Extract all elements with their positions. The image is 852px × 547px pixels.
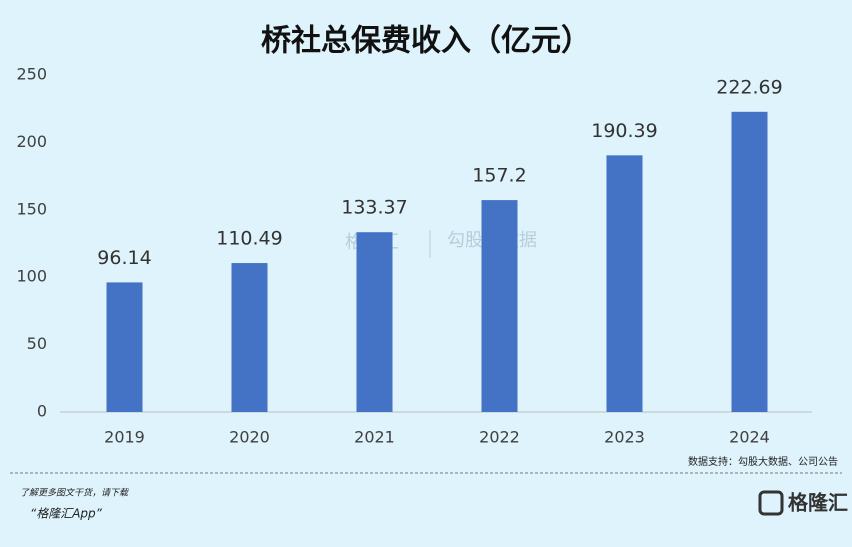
y-tick-label: 50	[27, 334, 47, 353]
bar	[231, 263, 268, 412]
y-tick-label: 100	[16, 267, 47, 286]
value-label: 110.49	[216, 228, 282, 250]
x-tick-label: 2020	[229, 428, 270, 447]
logo-icon	[758, 490, 784, 516]
x-tick-label: 2023	[604, 428, 645, 447]
y-tick-label: 150	[16, 199, 47, 218]
value-label: 222.69	[716, 76, 782, 98]
chart-title: 桥社总保费收入（亿元）	[261, 24, 591, 59]
value-label: 133.37	[341, 197, 407, 219]
bar	[106, 282, 143, 412]
footer-app: “格隆汇App”	[30, 507, 103, 521]
x-tick-label: 2022	[479, 428, 520, 447]
footer-logo: 格隆汇	[788, 491, 848, 515]
y-tick-label: 0	[37, 402, 47, 421]
y-tick-label: 250	[16, 65, 47, 84]
bar	[356, 232, 393, 412]
value-label: 157.2	[472, 165, 526, 187]
value-label: 190.39	[591, 120, 657, 142]
bar	[481, 200, 518, 412]
x-tick-label: 2021	[354, 428, 395, 447]
bar	[731, 111, 768, 413]
x-tick-label: 2019	[104, 428, 145, 447]
x-tick-label: 2024	[729, 428, 770, 447]
value-label: 96.14	[97, 247, 151, 269]
footer-promo: 了解更多图文干货，请下载	[20, 488, 129, 499]
bar	[606, 155, 643, 412]
source: 数据支持：勾股大数据、公司公告	[688, 455, 838, 468]
y-tick-label: 200	[16, 132, 47, 151]
